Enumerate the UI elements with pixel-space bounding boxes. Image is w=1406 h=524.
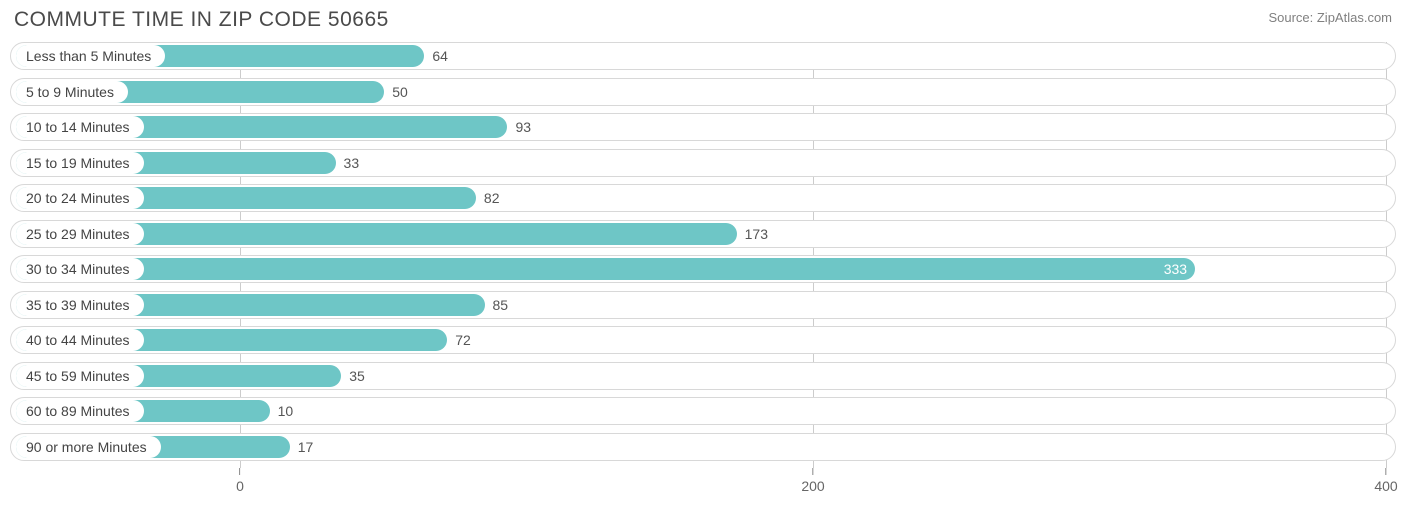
x-tick: 0 — [236, 468, 244, 494]
value-label: 93 — [507, 114, 531, 140]
x-axis: 0 200 400 — [10, 468, 1396, 498]
category-pill: Less than 5 Minutes — [16, 45, 165, 67]
category-pill: 10 to 14 Minutes — [16, 116, 144, 138]
category-pill: 45 to 59 Minutes — [16, 365, 144, 387]
bar-row: 20 to 24 Minutes 82 — [10, 184, 1396, 212]
bar-row-inner: 15 to 19 Minutes 33 — [11, 150, 1395, 176]
bar-row-inner: 60 to 89 Minutes 10 — [11, 398, 1395, 424]
bar-row-inner: 45 to 59 Minutes 35 — [11, 363, 1395, 389]
category-pill: 15 to 19 Minutes — [16, 152, 144, 174]
bar-row: 45 to 59 Minutes 35 — [10, 362, 1396, 390]
bar-row-inner: 40 to 44 Minutes 72 — [11, 327, 1395, 353]
x-tick: 200 — [801, 468, 824, 494]
value-label: 33 — [336, 150, 360, 176]
category-pill: 60 to 89 Minutes — [16, 400, 144, 422]
value-label: 17 — [290, 434, 314, 460]
value-label: 333 — [1164, 256, 1197, 282]
source-label: Source: ZipAtlas.com — [1268, 8, 1392, 25]
bar-row: 60 to 89 Minutes 10 — [10, 397, 1396, 425]
bar — [16, 258, 1195, 280]
value-label: 35 — [341, 363, 365, 389]
bar-row-inner: 5 to 9 Minutes 50 — [11, 79, 1395, 105]
value-label: 173 — [737, 221, 768, 247]
tick-line — [812, 468, 813, 475]
value-label: 10 — [270, 398, 294, 424]
bar-row: Less than 5 Minutes 64 — [10, 42, 1396, 70]
chart-container: COMMUTE TIME IN ZIP CODE 50665 Source: Z… — [0, 0, 1406, 524]
value-label: 85 — [485, 292, 509, 318]
bar-row-inner: 20 to 24 Minutes 82 — [11, 185, 1395, 211]
chart-title: COMMUTE TIME IN ZIP CODE 50665 — [14, 8, 389, 32]
tick-label: 400 — [1374, 478, 1397, 494]
bar-row: 25 to 29 Minutes 173 — [10, 220, 1396, 248]
x-tick: 400 — [1374, 468, 1397, 494]
tick-label: 0 — [236, 478, 244, 494]
bar-row-inner: Less than 5 Minutes 64 — [11, 43, 1395, 69]
bar-row-inner: 30 to 34 Minutes 333 — [11, 256, 1395, 282]
value-label: 72 — [447, 327, 471, 353]
tick-line — [1385, 468, 1386, 475]
header: COMMUTE TIME IN ZIP CODE 50665 Source: Z… — [10, 8, 1396, 42]
bar-row-inner: 10 to 14 Minutes 93 — [11, 114, 1395, 140]
bar-row: 40 to 44 Minutes 72 — [10, 326, 1396, 354]
bar-row: 15 to 19 Minutes 33 — [10, 149, 1396, 177]
category-pill: 40 to 44 Minutes — [16, 329, 144, 351]
chart-area: Less than 5 Minutes 64 5 to 9 Minutes 50 10 … — [10, 42, 1396, 498]
value-label: 64 — [424, 43, 448, 69]
category-pill: 90 or more Minutes — [16, 436, 161, 458]
bar-row: 35 to 39 Minutes 85 — [10, 291, 1396, 319]
category-pill: 20 to 24 Minutes — [16, 187, 144, 209]
category-pill: 35 to 39 Minutes — [16, 294, 144, 316]
tick-line — [239, 468, 240, 475]
bar-row: 90 or more Minutes 17 — [10, 433, 1396, 461]
bar-row: 30 to 34 Minutes 333 — [10, 255, 1396, 283]
value-label: 82 — [476, 185, 500, 211]
bar-row: 10 to 14 Minutes 93 — [10, 113, 1396, 141]
category-pill: 25 to 29 Minutes — [16, 223, 144, 245]
bar-row-inner: 90 or more Minutes 17 — [11, 434, 1395, 460]
tick-label: 200 — [801, 478, 824, 494]
bar-row-inner: 25 to 29 Minutes 173 — [11, 221, 1395, 247]
category-pill: 5 to 9 Minutes — [16, 81, 128, 103]
bar-row-inner: 35 to 39 Minutes 85 — [11, 292, 1395, 318]
category-pill: 30 to 34 Minutes — [16, 258, 144, 280]
bar-row: 5 to 9 Minutes 50 — [10, 78, 1396, 106]
value-label: 50 — [384, 79, 408, 105]
